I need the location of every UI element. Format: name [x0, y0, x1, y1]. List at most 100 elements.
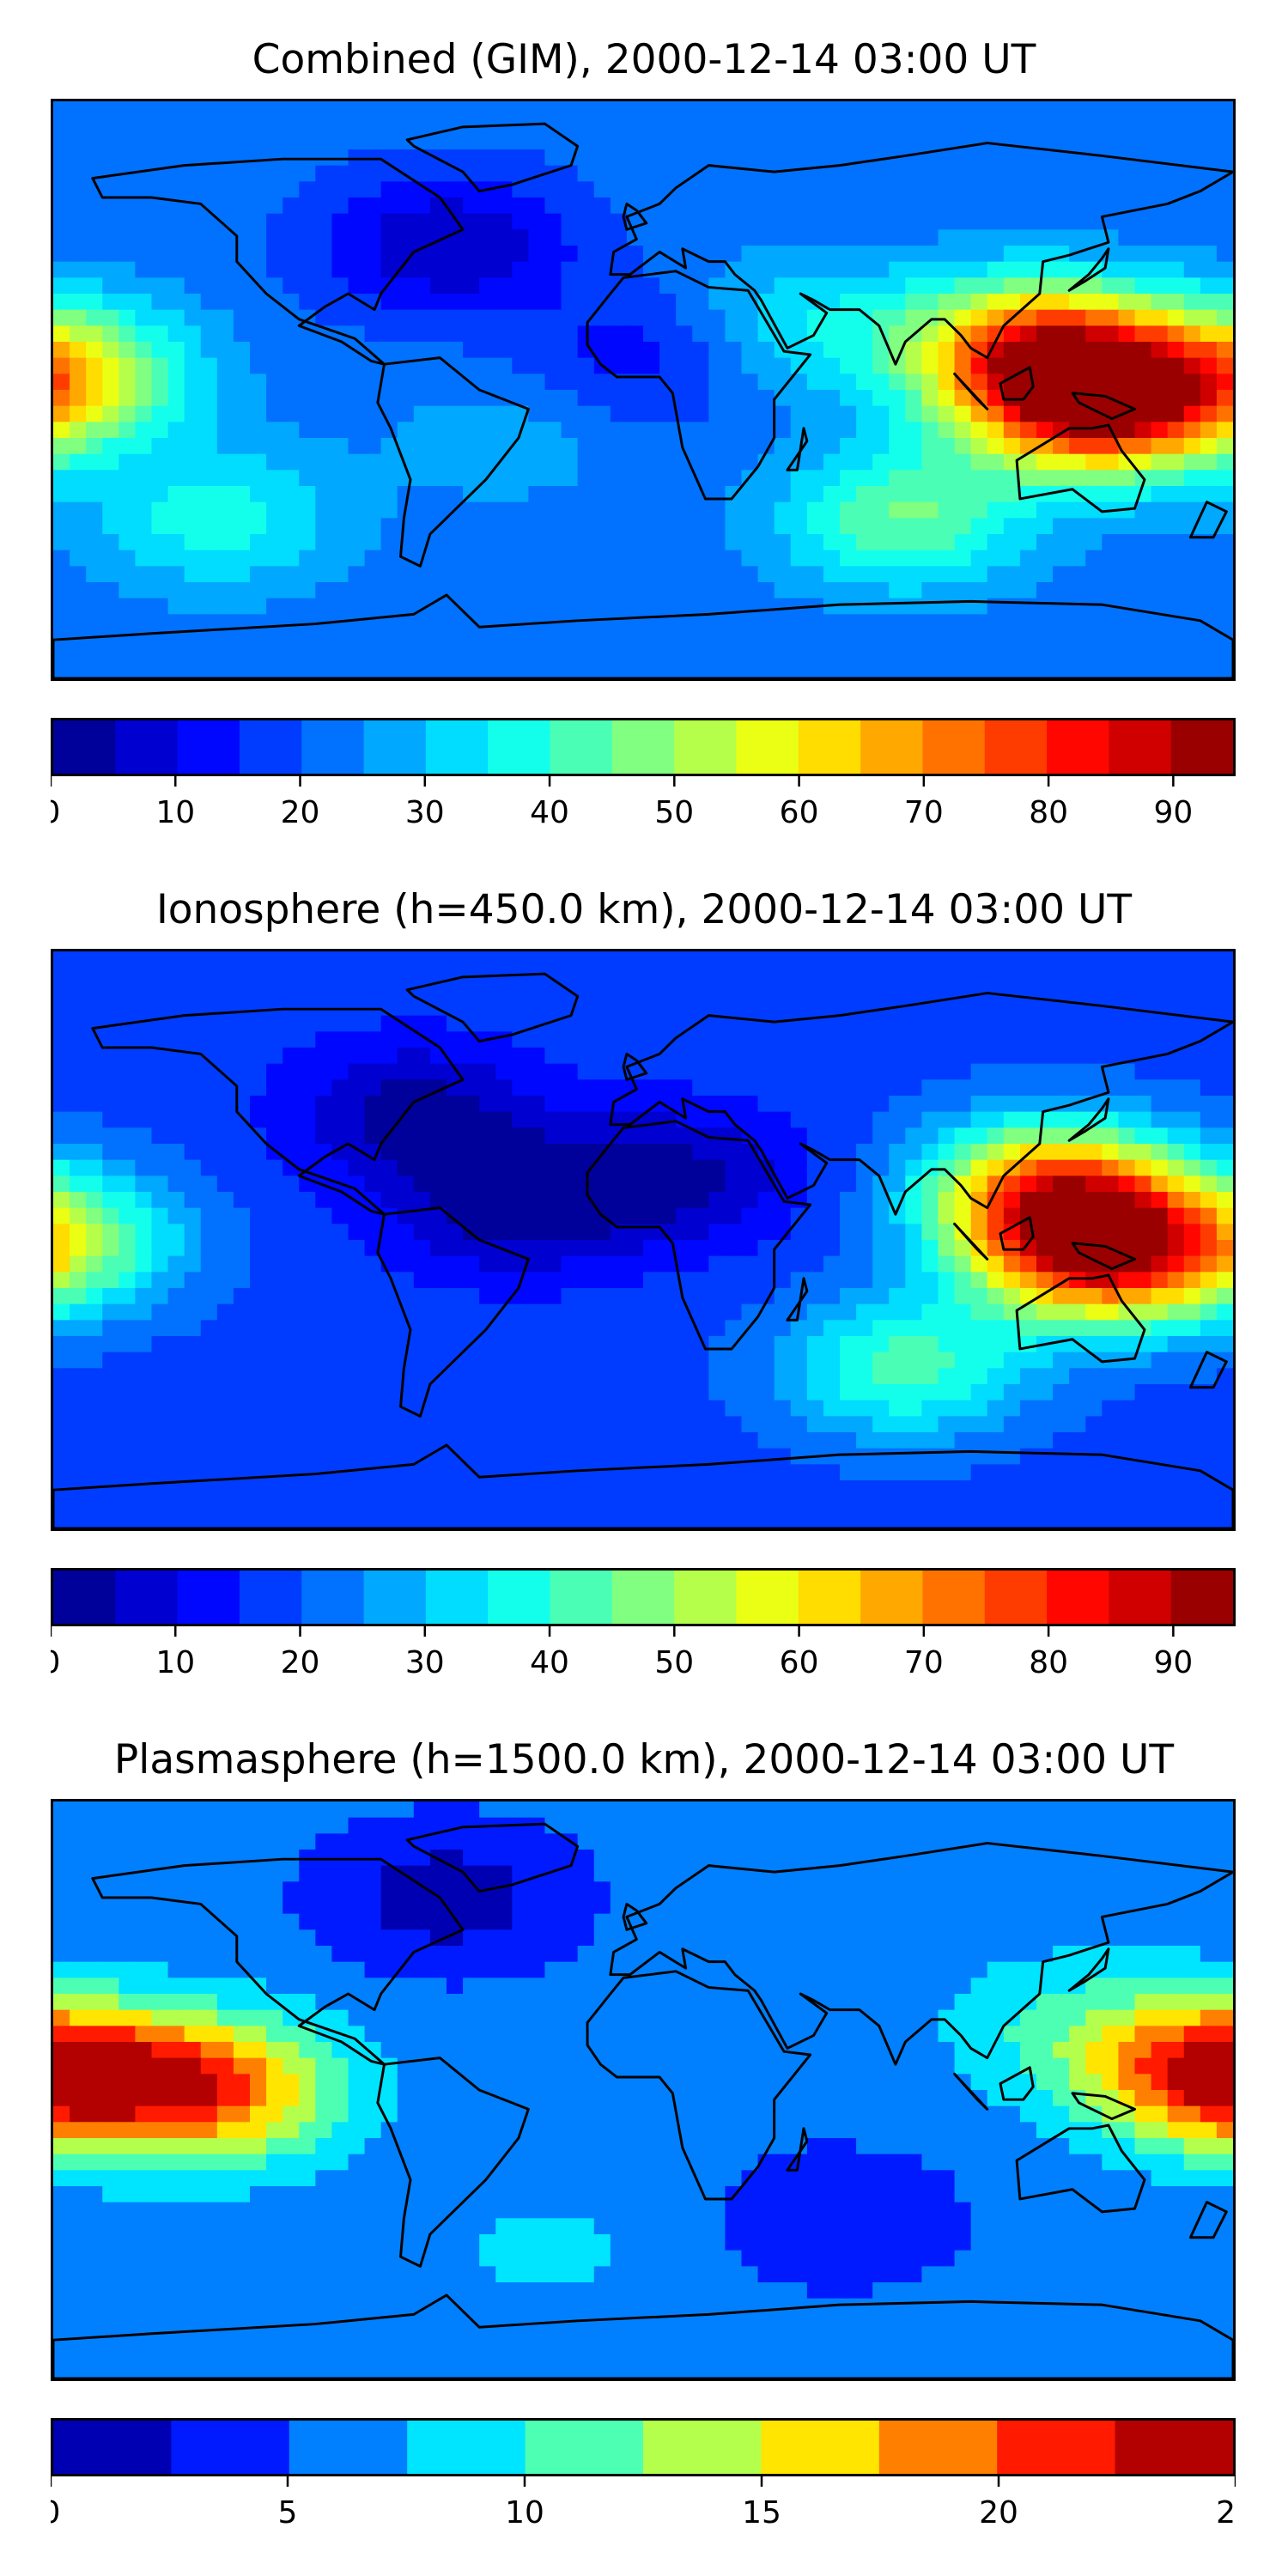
heatmap-cell — [1151, 1015, 1169, 1032]
heatmap-cell — [1102, 646, 1120, 663]
heatmap-cell — [954, 1111, 972, 1128]
heatmap-cell — [118, 614, 137, 631]
heatmap-cell — [299, 967, 316, 984]
heatmap-cell — [479, 1111, 496, 1128]
heatmap-cell — [315, 1303, 333, 1321]
heatmap-cell — [1036, 1048, 1054, 1065]
colorbar-segment — [860, 720, 924, 774]
heatmap-cell — [495, 1303, 513, 1321]
heatmap-cell — [200, 1127, 218, 1145]
heatmap-cell — [151, 1144, 169, 1161]
heatmap-cell — [102, 999, 119, 1017]
heatmap-cell — [184, 1352, 202, 1369]
heatmap-cell — [331, 261, 349, 278]
heatmap-cell — [1200, 486, 1218, 503]
heatmap-cell — [823, 999, 841, 1017]
heatmap-cell — [283, 229, 300, 246]
heatmap-cell — [364, 1079, 382, 1097]
heatmap-cell — [1003, 261, 1021, 278]
heatmap-cell — [331, 550, 349, 567]
heatmap-cell — [921, 309, 939, 326]
heatmap-cell — [610, 1400, 628, 1417]
heatmap-cell — [1085, 486, 1103, 503]
heatmap-cell — [528, 566, 546, 583]
heatmap-cell — [921, 1448, 939, 1465]
heatmap-cell — [167, 1320, 185, 1337]
heatmap-cell — [331, 342, 349, 359]
heatmap-cell — [429, 405, 447, 422]
heatmap-cell — [643, 999, 660, 1017]
heatmap-cell — [1069, 133, 1086, 150]
heatmap-cell — [1102, 1144, 1120, 1161]
heatmap-cell — [151, 1255, 169, 1273]
heatmap-cell — [790, 229, 808, 246]
heatmap-cell — [250, 630, 267, 647]
heatmap-cell — [1151, 261, 1169, 278]
heatmap-cell — [479, 662, 496, 679]
heatmap-cell — [970, 999, 988, 1017]
heatmap-cell — [1069, 1224, 1086, 1241]
heatmap-cell — [283, 1192, 300, 1209]
heatmap-cell — [1183, 1352, 1201, 1369]
heatmap-cell — [676, 117, 693, 134]
heatmap-cell — [53, 566, 70, 583]
heatmap-cell — [970, 1432, 988, 1449]
heatmap-cell — [577, 1320, 595, 1337]
heatmap-cell — [364, 1352, 382, 1369]
heatmap-cell — [741, 1159, 759, 1176]
heatmap-cell — [528, 213, 546, 230]
heatmap-cell — [429, 550, 447, 567]
heatmap-cell — [118, 967, 137, 984]
heatmap-cell — [1183, 598, 1201, 615]
heatmap-cell — [118, 374, 137, 391]
heatmap-cell — [1151, 294, 1169, 311]
heatmap-cell — [200, 582, 218, 599]
heatmap-cell — [676, 294, 693, 311]
heatmap-cell — [348, 1048, 366, 1065]
heatmap-cell — [118, 1288, 137, 1305]
heatmap-cell — [676, 1192, 693, 1209]
heatmap-cell — [1102, 325, 1120, 343]
heatmap-cell — [889, 133, 906, 150]
heatmap-cell — [676, 1255, 693, 1273]
map-heatmap — [52, 101, 1235, 680]
heatmap-cell — [987, 1096, 1005, 1113]
heatmap-cell — [1102, 1063, 1120, 1080]
heatmap-cell — [1102, 197, 1120, 215]
heatmap-cell — [1134, 550, 1152, 567]
heatmap-cell — [905, 165, 923, 182]
heatmap-cell — [233, 646, 251, 663]
heatmap-cell — [86, 1240, 103, 1257]
heatmap-cell — [1003, 1352, 1021, 1369]
heatmap-cell — [299, 534, 316, 551]
heatmap-cell — [102, 1384, 119, 1401]
heatmap-cell — [774, 197, 792, 215]
heatmap-cell — [790, 1127, 808, 1145]
heatmap-cell — [413, 1464, 431, 1481]
heatmap-cell — [840, 1240, 857, 1257]
heatmap-cell — [1102, 566, 1120, 583]
heatmap-cell — [806, 261, 824, 278]
heatmap-cell — [1019, 550, 1037, 567]
heatmap-cell — [1183, 486, 1201, 503]
heatmap-cell — [561, 1063, 579, 1080]
heatmap-cell — [463, 422, 480, 439]
heatmap-cell — [708, 1432, 726, 1449]
heatmap-cell — [823, 1015, 841, 1032]
heatmap-cell — [708, 999, 726, 1017]
heatmap-cell — [299, 630, 316, 647]
heatmap-cell — [889, 1336, 906, 1353]
heatmap-cell — [970, 630, 988, 647]
heatmap-cell — [741, 1031, 759, 1048]
heatmap-cell — [1200, 181, 1218, 198]
heatmap-cell — [364, 662, 382, 679]
heatmap-cell — [659, 1144, 677, 1161]
heatmap-cell — [1118, 1159, 1136, 1176]
heatmap-cell — [1019, 1320, 1037, 1337]
heatmap-cell — [70, 1255, 87, 1273]
heatmap-cell — [643, 438, 660, 455]
heatmap-cell — [938, 1015, 956, 1032]
heatmap-cell — [528, 1111, 546, 1128]
heatmap-cell — [1053, 534, 1070, 551]
heatmap-cell — [676, 1352, 693, 1369]
